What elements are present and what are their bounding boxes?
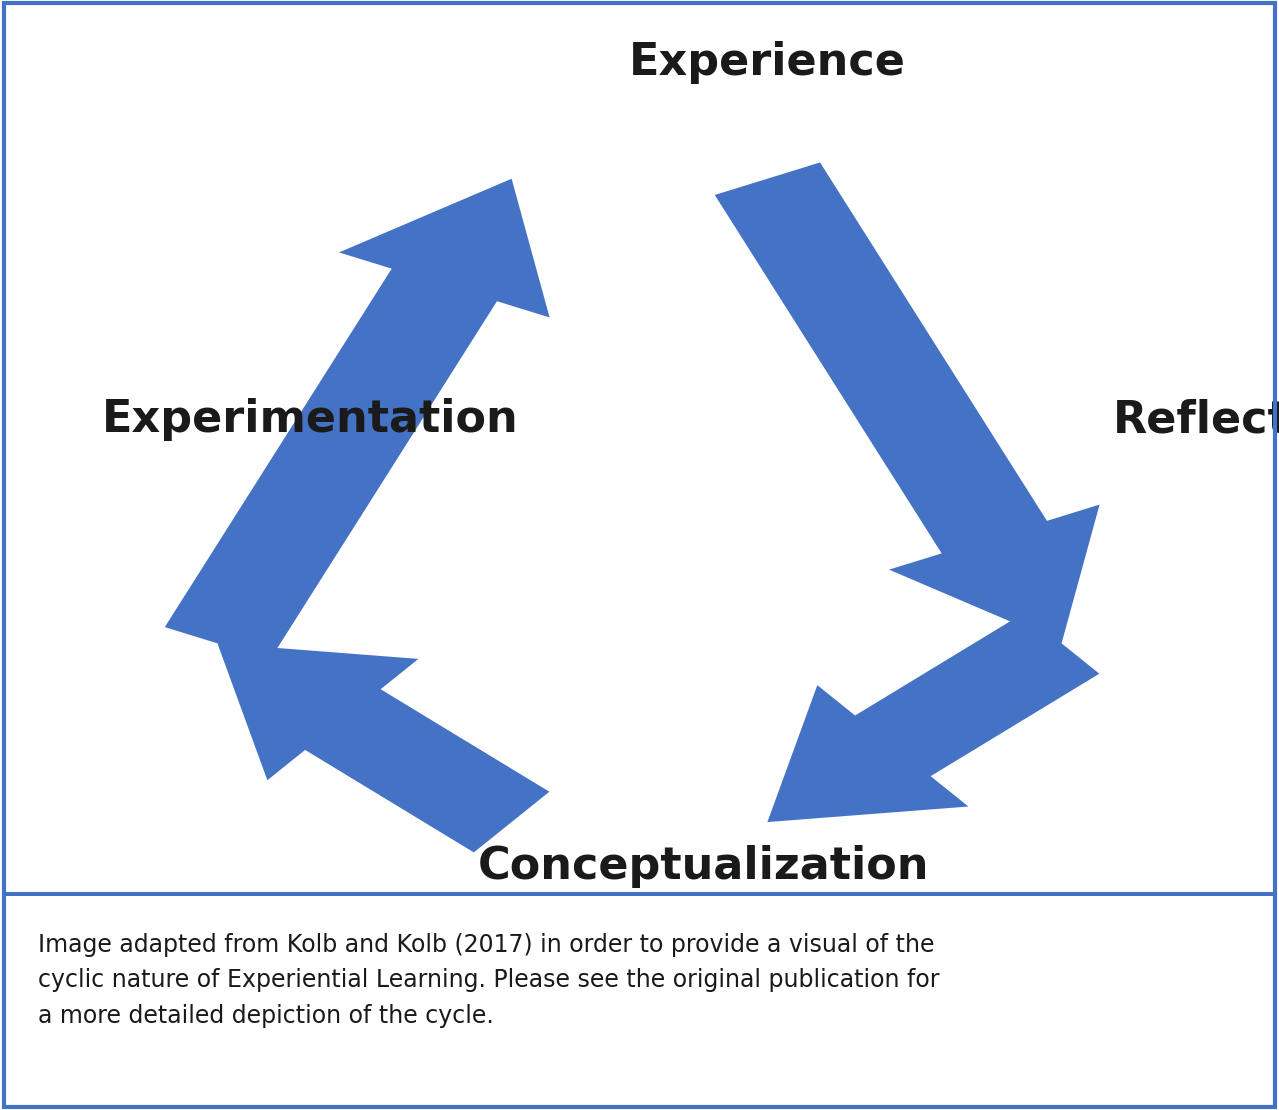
- Polygon shape: [715, 162, 1100, 644]
- Polygon shape: [217, 644, 550, 852]
- Text: Conceptualization: Conceptualization: [477, 845, 930, 888]
- Polygon shape: [767, 613, 1100, 823]
- Text: Experimentation: Experimentation: [102, 398, 519, 442]
- Text: Image adapted from Kolb and Kolb (2017) in order to provide a visual of the
cycl: Image adapted from Kolb and Kolb (2017) …: [38, 932, 940, 1028]
- Polygon shape: [165, 179, 550, 659]
- Text: Experience: Experience: [629, 41, 906, 84]
- Text: Reflection: Reflection: [1113, 398, 1279, 442]
